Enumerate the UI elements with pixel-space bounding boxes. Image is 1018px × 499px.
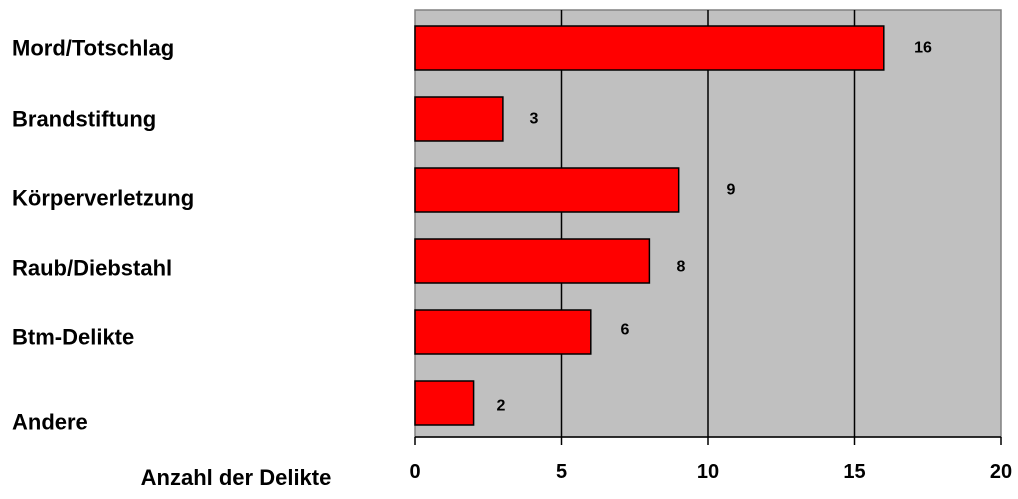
- category-label: Btm-Delikte: [12, 325, 134, 350]
- category-label: Körperverletzung: [12, 186, 194, 211]
- x-tick-label: 0: [409, 461, 420, 483]
- data-label: 6: [621, 322, 630, 339]
- bar-btm-delikte: [414, 309, 592, 355]
- x-axis-title: Anzahl der Delikte: [141, 465, 332, 490]
- data-label: 9: [727, 182, 736, 199]
- bar-andere: [414, 380, 475, 426]
- bar-mord-totschlag: [414, 25, 885, 71]
- category-labels: Mord/Totschlag Brandstiftung Körperverletz…: [12, 36, 194, 435]
- bar-raub-diebstahl: [414, 238, 651, 284]
- x-tick-label: 10: [697, 461, 719, 483]
- x-tick-label: 15: [843, 461, 865, 483]
- data-label: 3: [530, 111, 539, 128]
- bar-brandstiftung: [414, 96, 504, 142]
- bars: [414, 25, 885, 426]
- gridlines: [560, 10, 856, 437]
- x-axis: 0 5 10 15 20: [409, 436, 1012, 483]
- category-label: Brandstiftung: [12, 107, 156, 132]
- category-label: Mord/Totschlag: [12, 36, 174, 61]
- data-label: 8: [677, 259, 686, 276]
- data-labels: 16 3 9 8 6 2: [497, 40, 932, 415]
- x-tick-label: 5: [556, 461, 567, 483]
- category-label: Raub/Diebstahl: [12, 256, 172, 281]
- data-label: 2: [497, 398, 506, 415]
- category-label: Andere: [12, 410, 88, 435]
- data-label: 16: [914, 40, 932, 57]
- bar-körperverletzung: [414, 167, 680, 213]
- x-tick-label: 20: [990, 461, 1012, 483]
